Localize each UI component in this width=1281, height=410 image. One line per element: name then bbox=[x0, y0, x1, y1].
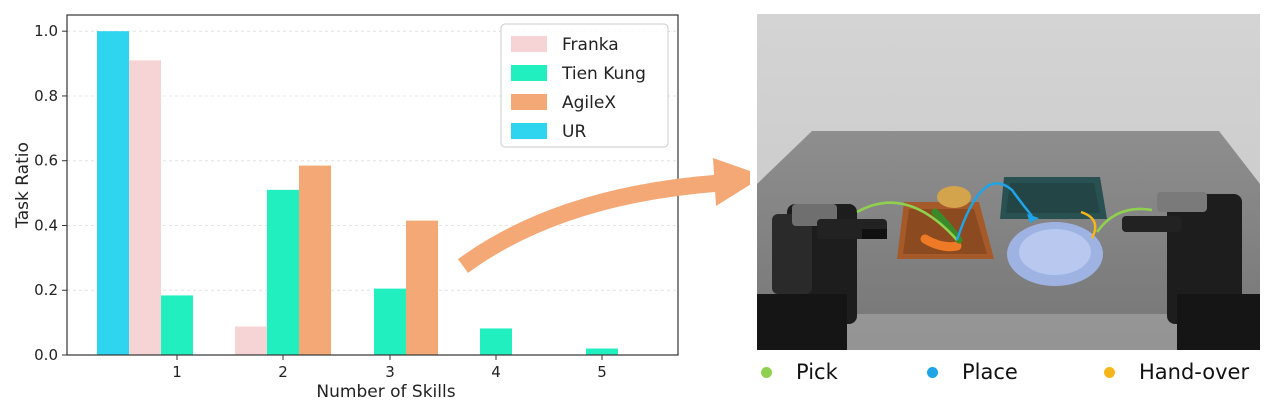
legend-label: Franka bbox=[562, 35, 619, 55]
bar-agilex-3 bbox=[406, 220, 438, 355]
legend-label: AgileX bbox=[562, 93, 616, 113]
bar-agilex-2 bbox=[299, 165, 331, 355]
chart-legend: Franka Tien Kung AgileX UR bbox=[500, 23, 669, 148]
place-dot-icon bbox=[927, 366, 938, 378]
legend-swatch bbox=[511, 123, 547, 139]
bar-tien-kung-4 bbox=[480, 328, 512, 355]
arrow bbox=[457, 158, 750, 273]
legend-label: Place bbox=[962, 360, 1018, 384]
y-tick-label: 0.2 bbox=[34, 281, 58, 299]
legend-label: UR bbox=[562, 122, 586, 142]
plate bbox=[1007, 222, 1103, 286]
legend-label: Hand-over bbox=[1139, 360, 1250, 384]
x-tick-label: 4 bbox=[491, 363, 501, 381]
x-tick-label: 2 bbox=[278, 363, 288, 381]
legend-item-hand-over: Hand-over bbox=[1104, 360, 1249, 384]
y-tick-label: 0.0 bbox=[34, 346, 58, 364]
skills-legend: Pick Place Hand-over bbox=[757, 360, 1267, 394]
legend-label: Pick bbox=[796, 360, 838, 384]
bar-franka-1 bbox=[129, 60, 161, 355]
hand-over-dot-icon bbox=[1104, 366, 1115, 378]
legend-swatch bbox=[511, 65, 547, 81]
legend-label: Tien Kung bbox=[561, 64, 646, 84]
bar-franka-2 bbox=[235, 326, 267, 355]
right-robot-arm bbox=[1122, 192, 1260, 350]
x-tick-label: 1 bbox=[172, 363, 182, 381]
y-tick-label: 0.8 bbox=[34, 87, 58, 105]
hand-over-arc bbox=[1080, 210, 1097, 239]
pick-arc-right bbox=[1095, 207, 1153, 233]
bar-ur-1 bbox=[97, 31, 129, 355]
ticks: 0.0 0.2 0.4 0.6 0.8 1.0 1 2 3 4 5 bbox=[34, 22, 607, 381]
legend-swatch bbox=[511, 36, 547, 52]
legend-box bbox=[500, 23, 669, 148]
left-robot-arm bbox=[757, 204, 887, 350]
y-tick-label: 0.4 bbox=[34, 216, 58, 234]
skills-bar-chart: 0.0 0.2 0.4 0.6 0.8 1.0 1 2 3 4 5 Number of Skills… bbox=[13, 14, 750, 402]
bar-tien-kung-5 bbox=[586, 348, 618, 355]
robot-scene-photo bbox=[757, 14, 1260, 350]
place-arc bbox=[955, 182, 1033, 241]
bar-tien-kung-2 bbox=[267, 189, 299, 355]
bar-tien-kung-1 bbox=[161, 295, 193, 355]
y-tick-label: 1.0 bbox=[34, 22, 58, 40]
y-axis-label: Task Ratio bbox=[13, 142, 33, 229]
tray bbox=[1000, 177, 1107, 219]
y-tick-label: 0.6 bbox=[34, 152, 58, 170]
basket bbox=[897, 186, 994, 259]
bar-tien-kung-3 bbox=[374, 288, 406, 355]
pick-arc bbox=[856, 201, 958, 241]
legend-swatch bbox=[511, 94, 547, 110]
x-tick-label: 5 bbox=[597, 363, 607, 381]
legend-item-place: Place bbox=[927, 360, 1018, 384]
x-axis-label: Number of Skills bbox=[316, 382, 455, 402]
legend-item-pick: Pick bbox=[761, 360, 838, 384]
x-tick-label: 3 bbox=[385, 363, 395, 381]
bars bbox=[97, 31, 618, 355]
pick-dot-icon bbox=[761, 366, 772, 378]
